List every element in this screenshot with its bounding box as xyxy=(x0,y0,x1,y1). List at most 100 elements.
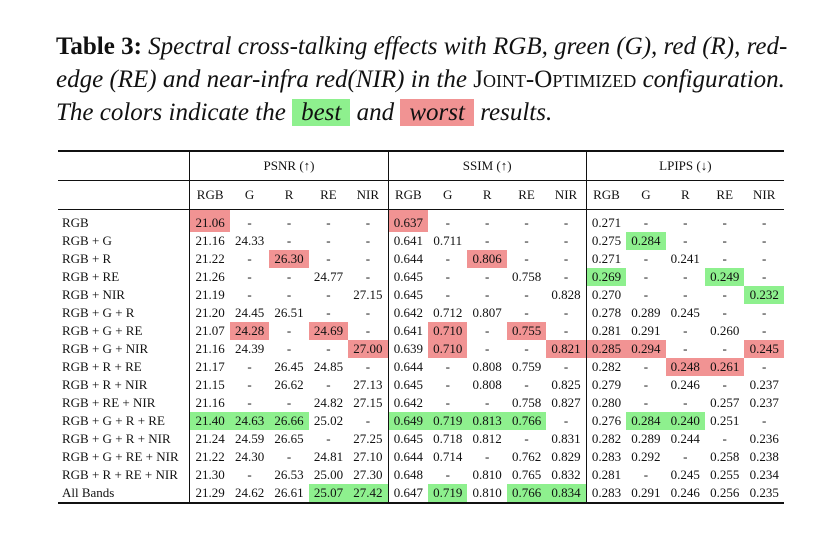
table-cell: 0.240 xyxy=(665,412,706,430)
table-cell: 0.644 xyxy=(387,358,429,376)
table-cell: 0.282 xyxy=(585,358,627,376)
table-cell: 0.281 xyxy=(585,466,627,484)
table-cell: 24.69 xyxy=(308,322,349,340)
table-cell: 21.15 xyxy=(189,376,230,394)
table-cell: 0.245 xyxy=(670,467,700,482)
table-row: RGB + RE + NIR 21.16 - - 24.82 27.15 0.642 - - 0.… xyxy=(58,394,784,412)
table-cell: 25.07 xyxy=(308,484,349,504)
table-cell: 21.07 xyxy=(189,322,230,340)
table-row: RGB + G + R + RE 21.40 24.63 26.66 25.02 - 0.6… xyxy=(58,412,784,430)
table-cell: 21.24 xyxy=(189,430,230,448)
table-cell: - xyxy=(524,431,529,446)
table-cell: 0.828 xyxy=(551,287,581,302)
table-cell: 0.645 xyxy=(387,430,429,448)
table-cell: 24.45 xyxy=(234,305,265,320)
table-row: RGB + G + RE + NIR 21.22 24.30 - 24.81 27.10 0… xyxy=(58,448,784,466)
table-row: RGB 21.06 - - - - 0.637 - - - - 0.271 - - - - xyxy=(58,209,784,232)
table-cell: - xyxy=(524,251,529,266)
subheader-g: G xyxy=(428,180,468,210)
table-cell: 21.16 xyxy=(189,394,230,412)
table-cell: - xyxy=(683,287,688,302)
subheader-row: RGB G R RE NIR RGB G R RE NIR RGB G R RE NIR xyxy=(58,180,784,210)
table-cell: 21.26 xyxy=(189,268,230,286)
table-cell: 21.19 xyxy=(189,286,230,304)
table-cell: - xyxy=(445,377,450,392)
table-cell: 0.237 xyxy=(749,395,779,410)
table-cell: 0.825 xyxy=(551,377,581,392)
table-row: All Bands 21.29 24.62 26.61 25.07 27.42 0.647 0… xyxy=(58,484,784,504)
table-cell: - xyxy=(683,215,688,230)
table-cell: - xyxy=(365,305,371,320)
group-header-row: PSNR (↑) SSIM (↑) LPIPS (↓) xyxy=(58,150,784,181)
table-cell: - xyxy=(563,323,569,338)
table-cell: - xyxy=(326,341,331,356)
table-cell: 0.234 xyxy=(749,467,779,482)
table-cell: 0.257 xyxy=(710,395,740,410)
table-cell: 0.641 xyxy=(387,232,429,250)
table-row: RGB + G + R 21.20 24.45 26.51 - - 0.642 0.712 0.… xyxy=(58,304,784,322)
table-cell: 0.232 xyxy=(744,286,784,304)
table-cell: 0.283 xyxy=(585,448,627,466)
table-cell: - xyxy=(247,215,252,230)
table-cell: 0.762 xyxy=(511,449,542,464)
table-cell: 0.289 xyxy=(631,305,661,320)
table-cell: 0.813 xyxy=(467,412,507,430)
table-cell: 0.258 xyxy=(710,449,740,464)
subheader-rgb: RGB xyxy=(585,180,627,210)
table-cell: 0.246 xyxy=(665,484,706,504)
table-cell: 0.241 xyxy=(670,251,700,266)
table-cell: 0.248 xyxy=(665,358,706,376)
table-cell: 25.00 xyxy=(313,467,344,482)
caption-text-1: Spectral cross-talking effects with RGB,… xyxy=(56,33,788,93)
table-cell: - xyxy=(365,359,371,374)
table-cell: 26.62 xyxy=(274,377,304,392)
table-cell: - xyxy=(563,215,569,230)
table-cell: - xyxy=(286,341,292,356)
table-cell: - xyxy=(326,377,331,392)
table-cell: - xyxy=(563,413,569,428)
table-cell: - xyxy=(365,251,371,266)
header-empty xyxy=(58,150,190,181)
subheader-re: RE xyxy=(705,180,745,210)
table-cell: - xyxy=(484,287,490,302)
table-cell: - xyxy=(563,233,569,248)
table-cell: 0.834 xyxy=(546,484,587,504)
subheader-rgb: RGB xyxy=(189,180,230,210)
table-cell: 27.42 xyxy=(348,484,389,504)
table-cell: 24.39 xyxy=(234,341,265,356)
table-cell: 24.81 xyxy=(313,449,344,464)
table-cell: - xyxy=(365,413,371,428)
table-cell: - xyxy=(326,305,331,320)
table-cell: - xyxy=(326,251,331,266)
table-cell: 24.77 xyxy=(313,269,344,284)
table-cell: - xyxy=(643,251,649,266)
table-cell: - xyxy=(524,233,529,248)
table-cell: - xyxy=(445,395,450,410)
table-caption: Table 3: Spectral cross-talking effects … xyxy=(56,30,796,129)
table-cell: - xyxy=(524,305,529,320)
table-cell: 0.829 xyxy=(551,449,581,464)
group-header-lpips: LPIPS (↓) xyxy=(585,150,784,181)
table-cell: 0.256 xyxy=(705,484,745,504)
table-cell: 0.284 xyxy=(626,412,666,430)
subheader-nir: NIR xyxy=(546,180,587,210)
table-cell: - xyxy=(445,269,450,284)
table-cell: - xyxy=(445,251,450,266)
row-config: RGB + RE + NIR xyxy=(62,395,156,410)
table-cell: - xyxy=(722,233,727,248)
row-config: RGB + G + NIR xyxy=(62,341,149,356)
table-cell: 0.245 xyxy=(670,305,700,320)
table-cell: - xyxy=(286,449,292,464)
table-cell: 21.29 xyxy=(189,484,230,504)
table-cell: 24.63 xyxy=(229,412,270,430)
subheader-g: G xyxy=(229,180,270,210)
table-cell: 0.289 xyxy=(631,431,661,446)
table-cell: - xyxy=(683,341,688,356)
table-cell: 0.278 xyxy=(585,304,627,322)
table-cell: 0.755 xyxy=(506,322,547,340)
subheader-r: R xyxy=(269,180,309,210)
table-cell: 0.831 xyxy=(551,431,581,446)
table-cell: 24.82 xyxy=(313,395,344,410)
table-cell: - xyxy=(762,269,767,284)
table-cell: 0.759 xyxy=(511,359,542,374)
